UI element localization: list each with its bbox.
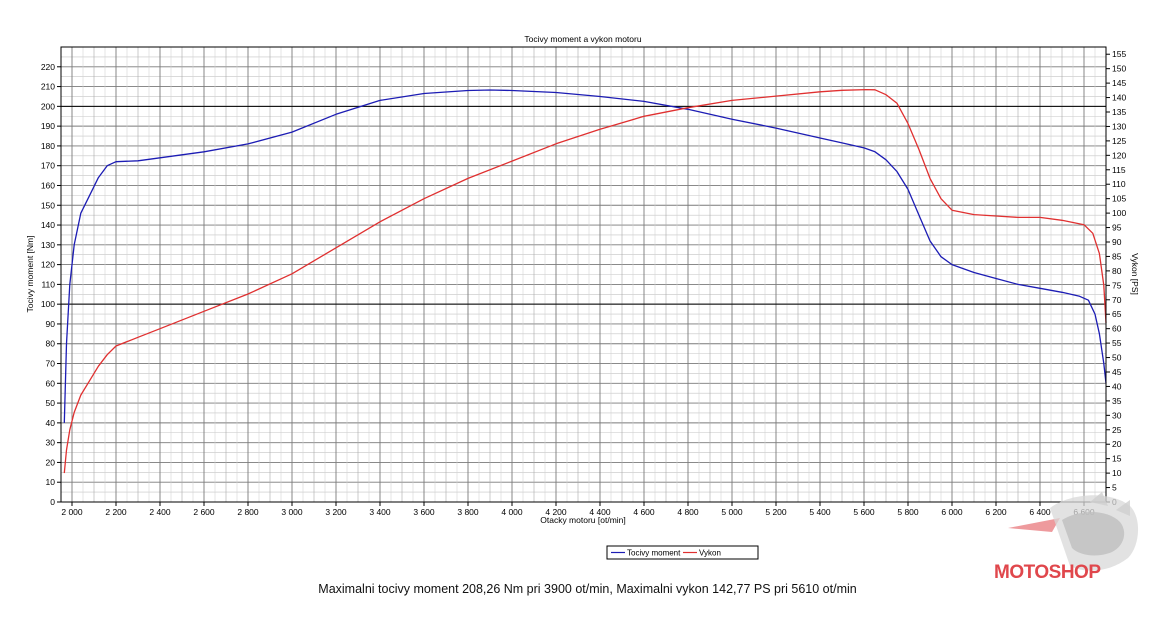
- y-tick-label: 150: [41, 200, 55, 210]
- x-tick-label: 5 600: [853, 507, 875, 517]
- y-tick-label: 90: [46, 319, 56, 329]
- y-tick-label: 40: [46, 418, 56, 428]
- y2-tick-label: 100: [1112, 208, 1126, 218]
- y-tick-label: 100: [41, 299, 55, 309]
- y2-tick-label: 135: [1112, 107, 1126, 117]
- y2-tick-label: 145: [1112, 78, 1126, 88]
- x-tick-label: 5 800: [897, 507, 919, 517]
- y2-tick-label: 55: [1112, 338, 1122, 348]
- y2-tick-label: 65: [1112, 309, 1122, 319]
- x-tick-label: 3 600: [413, 507, 435, 517]
- y2-tick-label: 70: [1112, 295, 1122, 305]
- y-tick-label: 170: [41, 161, 55, 171]
- series-layer: [63, 88, 1107, 474]
- y2-tick-label: 75: [1112, 280, 1122, 290]
- plot-frame: [60, 46, 1107, 503]
- torque-series-line: [63, 89, 1107, 423]
- y2-tick-label: 25: [1112, 425, 1122, 435]
- x-tick-label: 2 600: [193, 507, 215, 517]
- chart-title: Tocivy moment a vykon motoru: [524, 34, 641, 44]
- y-tick-label: 120: [41, 260, 55, 270]
- x-tick-label: 5 200: [765, 507, 787, 517]
- y2-tick-label: 85: [1112, 251, 1122, 261]
- y-tick-label: 160: [41, 180, 55, 190]
- x-tick-label: 6 000: [941, 507, 963, 517]
- y2-tick-label: 125: [1112, 136, 1126, 146]
- y-tick-label: 10: [46, 477, 56, 487]
- y2-tick-label: 120: [1112, 150, 1126, 160]
- y2-tick-label: 45: [1112, 367, 1122, 377]
- y2-tick-label: 35: [1112, 396, 1122, 406]
- x-tick-label: 4 200: [545, 507, 567, 517]
- y2-tick-label: 110: [1112, 179, 1126, 189]
- legend: Tocivy moment Vykon: [606, 545, 759, 560]
- y-tick-label: 50: [46, 398, 56, 408]
- y-tick-label: 220: [41, 62, 55, 72]
- x-tick-label: 4 800: [677, 507, 699, 517]
- y-tick-label: 30: [46, 438, 56, 448]
- y2-tick-label: 40: [1112, 381, 1122, 391]
- y-tick-label: 20: [46, 457, 56, 467]
- x-tick-label: 5 400: [809, 507, 831, 517]
- y2-tick-label: 95: [1112, 223, 1122, 233]
- y2-tick-label: 20: [1112, 439, 1122, 449]
- y-tick-label: 210: [41, 82, 55, 92]
- y2-tick-label: 130: [1112, 121, 1126, 131]
- x-tick-label: 5 000: [721, 507, 743, 517]
- x-tick-label: 3 000: [281, 507, 303, 517]
- y2-tick-label: 10: [1112, 468, 1122, 478]
- summary-text: Maximalni tocivy moment 208,26 Nm pri 39…: [318, 582, 857, 596]
- y-tick-label: 190: [41, 121, 55, 131]
- y-tick-label: 200: [41, 101, 55, 111]
- y-axis-label: Tocivy moment [Nm]: [25, 236, 35, 313]
- y-tick-label: 60: [46, 378, 56, 388]
- x-tick-label: 2 200: [105, 507, 127, 517]
- y2-tick-label: 140: [1112, 93, 1126, 103]
- x-tick-label: 4 000: [501, 507, 523, 517]
- x-tick-label: 3 400: [369, 507, 391, 517]
- y2-tick-label: 15: [1112, 454, 1122, 464]
- y2-tick-label: 115: [1112, 165, 1126, 175]
- x-tick-label: 4 400: [589, 507, 611, 517]
- y2-tick-label: 105: [1112, 194, 1126, 204]
- y2-tick-label: 90: [1112, 237, 1122, 247]
- y2-tick-label: 5: [1112, 483, 1117, 493]
- y2-tick-label: 30: [1112, 410, 1122, 420]
- right-axis-ticks: 0510152025303540455055606570758085909510…: [1106, 49, 1126, 507]
- x-tick-label: 3 800: [457, 507, 479, 517]
- legend-box: [606, 545, 759, 560]
- x-axis-label: Otacky motoru [ot/min]: [540, 515, 626, 525]
- power-series-line: [63, 88, 1107, 474]
- grid-lines: [60, 46, 1107, 503]
- y2-tick-label: 60: [1112, 324, 1122, 334]
- y-tick-label: 70: [46, 359, 56, 369]
- y-tick-label: 0: [50, 497, 55, 507]
- motoshop-logo-icon: [1008, 492, 1139, 571]
- y2-tick-label: 80: [1112, 266, 1122, 276]
- x-tick-label: 6 200: [985, 507, 1007, 517]
- x-tick-label: 2 400: [149, 507, 171, 517]
- y-tick-label: 180: [41, 141, 55, 151]
- left-axis-ticks: 0 10 20 30 40 50 60 70 80 90 100 110 120 130 140 150 160…: [41, 62, 61, 507]
- y-tick-label: 140: [41, 220, 55, 230]
- x-tick-label: 6 400: [1029, 507, 1051, 517]
- y-tick-label: 80: [46, 339, 56, 349]
- y2-tick-label: 155: [1112, 49, 1126, 59]
- y2-tick-label: 50: [1112, 353, 1122, 363]
- logo-wordmark: MOTOSHOP: [994, 562, 1101, 583]
- x-tick-label: 2 000: [61, 507, 83, 517]
- legend-label-power: Vykon: [699, 549, 721, 558]
- x-tick-label: 4 600: [633, 507, 655, 517]
- y-tick-label: 110: [41, 279, 55, 289]
- y2-axis-label: Vykon [PS]: [1130, 253, 1140, 295]
- y-tick-label: 130: [41, 240, 55, 250]
- legend-label-torque: Tocivy moment: [627, 549, 681, 558]
- y2-tick-label: 150: [1112, 64, 1126, 74]
- x-tick-label: 3 200: [325, 507, 347, 517]
- x-tick-label: 2 800: [237, 507, 259, 517]
